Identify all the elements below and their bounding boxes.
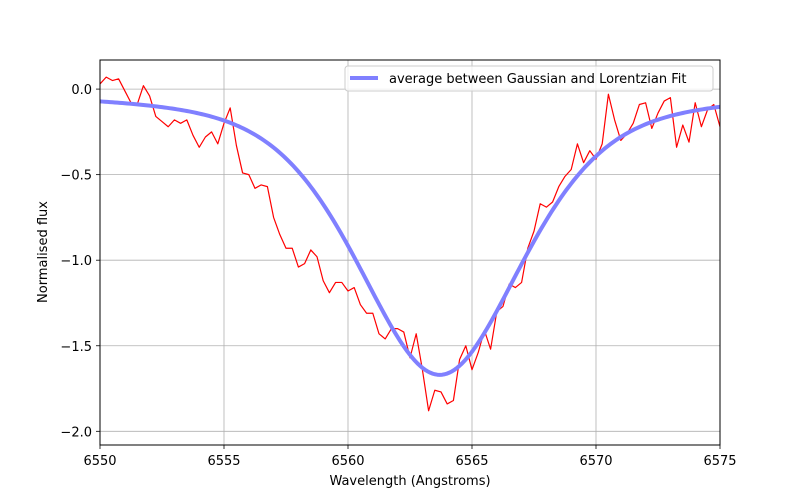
series-line-fit bbox=[99, 99, 721, 377]
ticks: 6550 6555 6560 6565 6570 6575 0.0 −0.5 −1.0 −1.5 −… bbox=[60, 83, 736, 469]
x-tick-label: 6560 bbox=[331, 454, 364, 469]
y-tick-label: −1.0 bbox=[60, 254, 92, 269]
series bbox=[99, 76, 721, 412]
plot-frame bbox=[99, 59, 721, 446]
x-tick-label: 6575 bbox=[703, 454, 736, 469]
y-axis-label: Normalised flux bbox=[36, 201, 51, 303]
x-axis-label: Wavelength (Angstroms) bbox=[329, 474, 490, 489]
y-tick-label: −1.5 bbox=[60, 340, 92, 355]
legend: average between Gaussian and Lorentzian … bbox=[344, 65, 714, 92]
x-tick-label: 6555 bbox=[207, 454, 240, 469]
x-tick-label: 6565 bbox=[455, 454, 488, 469]
y-tick-label: 0.0 bbox=[71, 83, 92, 98]
legend-box bbox=[344, 65, 714, 92]
x-tick-label: 6570 bbox=[579, 454, 612, 469]
y-tick-label: −2.0 bbox=[60, 425, 92, 440]
x-tick-label: 6550 bbox=[83, 454, 116, 469]
y-tick-label: −0.5 bbox=[60, 169, 92, 184]
grid bbox=[99, 60, 721, 445]
legend-label-fit: average between Gaussian and Lorentzian … bbox=[389, 72, 686, 87]
